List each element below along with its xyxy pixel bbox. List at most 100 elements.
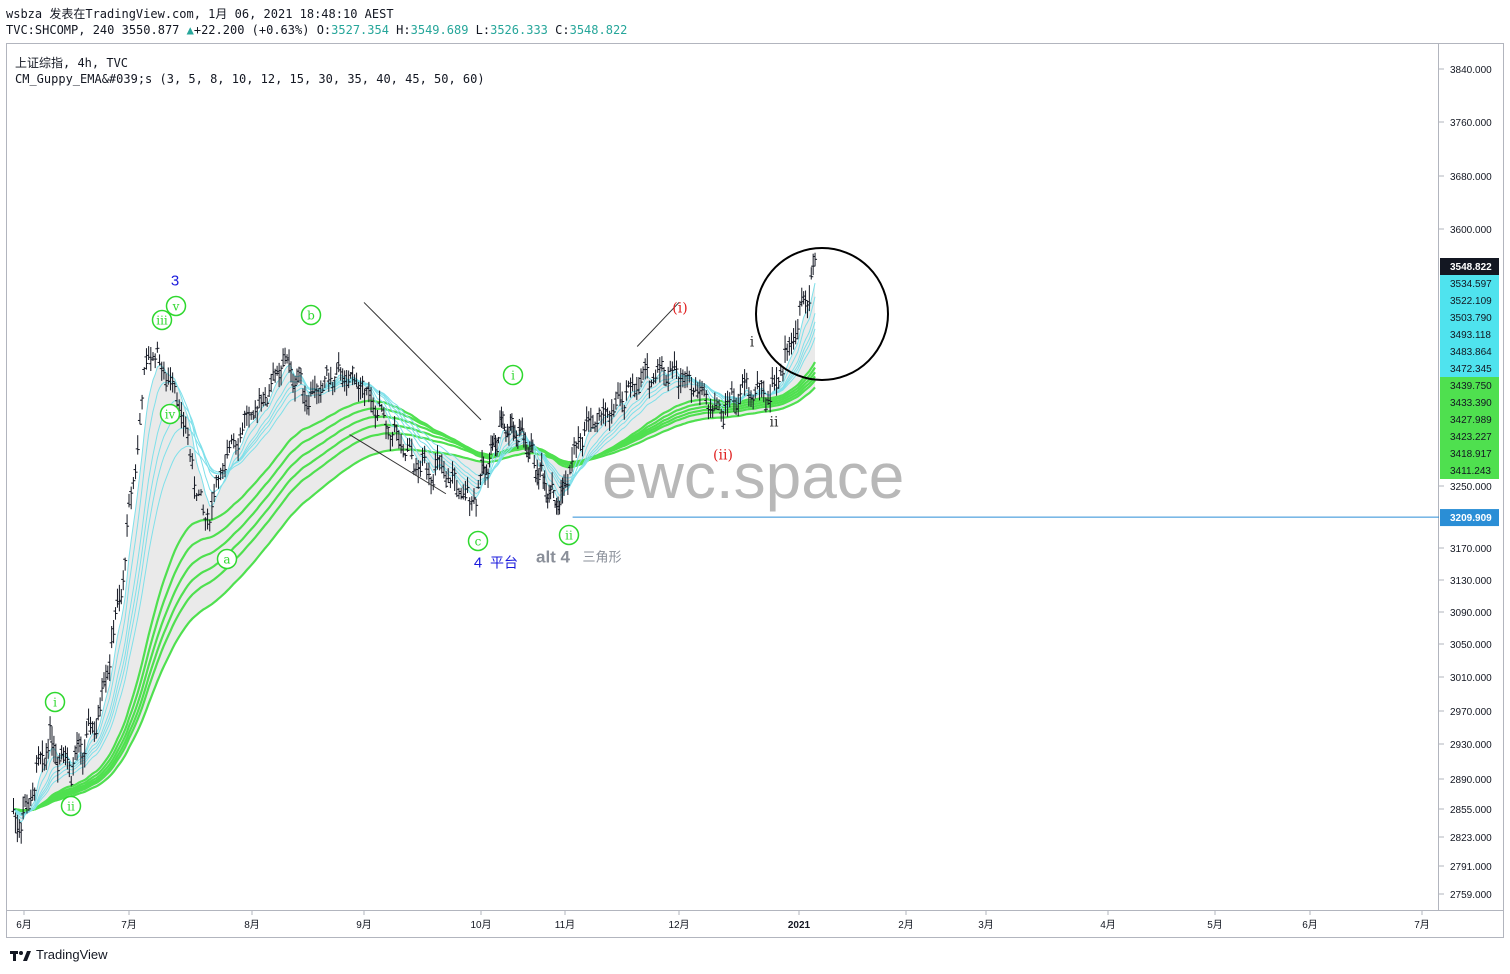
price-axis[interactable] — [1439, 43, 1504, 911]
price-bar — [253, 400, 258, 418]
svg-text:i: i — [750, 335, 755, 351]
price-bar — [334, 363, 339, 375]
price-bar — [520, 417, 525, 432]
price-bar — [776, 377, 781, 389]
price-bar — [787, 336, 792, 356]
trendline-upper[interactable] — [363, 302, 482, 421]
price-bar — [403, 453, 408, 462]
price-bar — [578, 433, 583, 452]
wave-label[interactable]: c — [467, 530, 489, 552]
wave-label[interactable]: 三角形 — [582, 551, 621, 566]
wave-label[interactable]: ii — [558, 524, 580, 546]
time-axis-label: 6月 — [16, 919, 32, 931]
wave-label[interactable]: iii — [151, 309, 173, 331]
long-ema-line-3 — [13, 375, 816, 812]
price-bar — [218, 467, 223, 481]
wave-label[interactable]: ii — [60, 795, 82, 817]
price-bar — [384, 420, 389, 440]
price-bar — [127, 493, 131, 508]
price-bar — [55, 756, 60, 783]
wave-label[interactable]: i — [44, 691, 66, 713]
trendline-wedge[interactable] — [636, 302, 680, 347]
svg-text:3433.390: 3433.390 — [1450, 398, 1492, 409]
price-bar — [795, 319, 800, 340]
ohlc-line: TVC:SHCOMP, 240 3550.877 ▲+22.200 (+0.63… — [6, 23, 627, 37]
indicator-legend[interactable]: CM_Guppy_EMA&#039;s (3, 5, 8, 10, 12, 15… — [15, 72, 485, 86]
watermark-text: ewc.space — [602, 440, 904, 512]
series-legend[interactable]: 上证综指, 4h, TVC — [15, 56, 129, 70]
price-bar — [199, 489, 204, 496]
price-bar — [84, 720, 89, 738]
close-label: C: — [555, 23, 570, 37]
trendline-lower[interactable] — [349, 434, 447, 495]
time-axis-label: 2月 — [898, 919, 914, 931]
wave-label[interactable]: b — [300, 304, 322, 326]
price-bar — [514, 430, 519, 447]
time-axis-label: 10月 — [470, 919, 491, 931]
wave-label[interactable]: alt 4 — [536, 548, 571, 567]
price-bar — [622, 405, 627, 420]
price-bar — [36, 746, 41, 766]
price-bar — [763, 397, 768, 413]
wave-label[interactable]: (ii) — [713, 448, 733, 464]
price-bar — [216, 475, 221, 489]
price-bar — [636, 377, 641, 395]
svg-text:3418.917: 3418.917 — [1450, 449, 1492, 460]
svg-text:(i): (i) — [672, 301, 687, 317]
price-bar — [426, 462, 431, 486]
time-axis-label: 3月 — [978, 919, 994, 931]
wave-label[interactable]: i — [750, 335, 755, 351]
wave-label[interactable]: iv — [159, 403, 181, 425]
price-bar — [761, 380, 766, 403]
chart-pane[interactable] — [6, 43, 1439, 911]
price-bar — [223, 454, 228, 478]
price-bar — [753, 386, 758, 399]
svg-text:3534.597: 3534.597 — [1450, 279, 1492, 290]
wave-label[interactable]: 平台 — [490, 556, 518, 572]
svg-text:alt 4: alt 4 — [536, 548, 571, 567]
price-bar — [500, 411, 505, 429]
svg-text:ii: ii — [67, 800, 75, 814]
price-bar — [414, 457, 419, 477]
price-bar — [322, 375, 327, 388]
price-badge-long: 3427.989 — [1440, 411, 1499, 428]
tradingview-icon — [10, 950, 31, 961]
wave-label[interactable]: v — [165, 295, 187, 317]
price-bar — [523, 432, 528, 452]
wave-label[interactable]: (i) — [672, 301, 687, 317]
wave-label[interactable]: a — [216, 548, 238, 570]
long-ema-line-4 — [13, 379, 816, 812]
time-axis-label: 9月 — [356, 919, 372, 931]
wave-label[interactable]: ii — [770, 415, 779, 431]
price-bar — [467, 497, 472, 517]
highlight-circle[interactable] — [755, 247, 889, 381]
tradingview-logo[interactable]: TradingView — [10, 947, 108, 962]
wave-label[interactable]: 3 — [171, 273, 179, 290]
price-bar — [687, 370, 692, 383]
price-bar — [328, 366, 333, 385]
price-bar — [785, 343, 790, 361]
price-bar — [227, 441, 232, 453]
price-bar — [661, 367, 666, 386]
price-bar — [570, 447, 575, 472]
price-bar — [247, 406, 252, 428]
price-bar — [595, 412, 600, 433]
price-bar — [236, 438, 241, 462]
price-bar — [768, 384, 773, 413]
price-bar — [532, 454, 537, 469]
price-bar — [26, 798, 31, 812]
svg-text:3411.243: 3411.243 — [1450, 466, 1491, 477]
wave-label[interactable]: 4 — [474, 555, 482, 572]
price-bar — [113, 607, 118, 620]
price-bar — [809, 267, 814, 280]
price-bar — [151, 352, 156, 361]
wave-label[interactable]: i — [502, 364, 524, 386]
svg-text:3: 3 — [171, 273, 179, 290]
price-bar — [645, 353, 650, 379]
time-axis[interactable] — [6, 911, 1504, 938]
svg-text:3423.227: 3423.227 — [1450, 432, 1492, 443]
publish-line: wsbza 发表在TradingView.com, 1月 06, 2021 18… — [6, 7, 394, 21]
price-bar — [157, 354, 162, 366]
close-value: 3548.822 — [569, 23, 628, 37]
